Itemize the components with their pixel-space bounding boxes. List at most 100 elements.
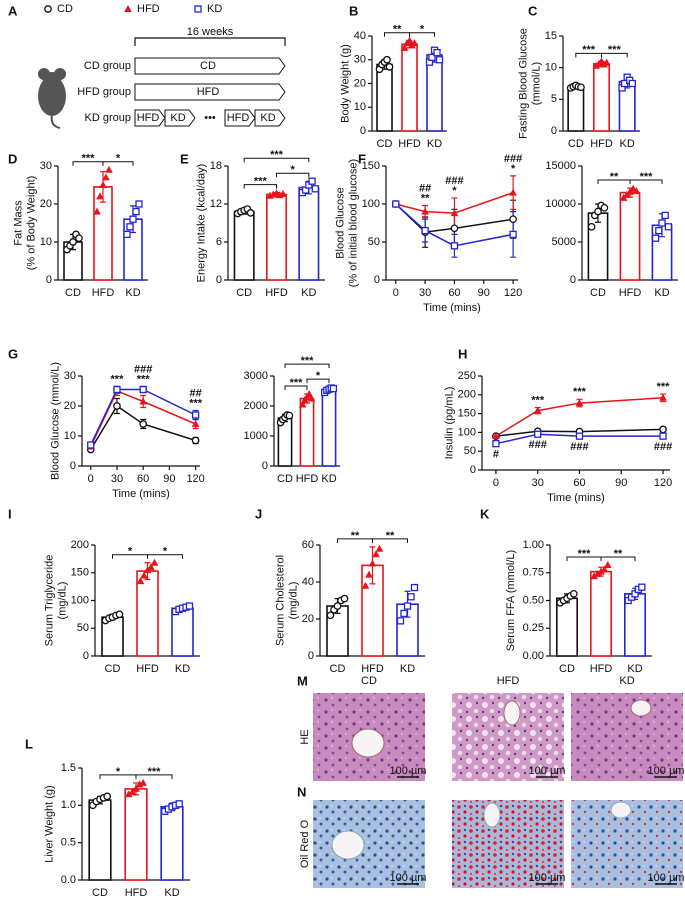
panel-letter: D bbox=[8, 151, 17, 166]
bar bbox=[160, 806, 184, 881]
arrow-box bbox=[164, 109, 196, 127]
legend-label: CD bbox=[57, 3, 73, 15]
bar bbox=[592, 63, 610, 132]
panel-letter: G bbox=[8, 346, 18, 361]
data-point bbox=[575, 432, 584, 440]
y-tick-label: 10000 bbox=[545, 198, 576, 210]
y-tick-label: 6 bbox=[216, 236, 222, 248]
arrow-box bbox=[254, 109, 286, 127]
x-tick-label: HFD bbox=[398, 138, 421, 150]
significance-bracket bbox=[629, 179, 663, 185]
data-point bbox=[298, 400, 307, 408]
x-tick-label: KD bbox=[627, 663, 642, 675]
scale-bar-label: 100 µm bbox=[529, 765, 566, 777]
y-axis-label: Serum FFA (mmol/L) bbox=[505, 550, 517, 651]
y-tick-label: 40 bbox=[302, 576, 314, 588]
x-tick-label: 90 bbox=[478, 287, 490, 299]
data-point bbox=[126, 223, 134, 231]
duration-bracket bbox=[134, 37, 286, 46]
x-tick-label: 90 bbox=[163, 473, 175, 485]
series-line bbox=[395, 191, 514, 214]
x-tick-label: CD bbox=[590, 287, 606, 299]
significance-label: ** bbox=[351, 530, 360, 542]
significance-label: *** bbox=[608, 44, 622, 56]
data-point bbox=[147, 563, 155, 571]
data-point bbox=[410, 583, 419, 592]
bar bbox=[171, 607, 194, 657]
bar bbox=[426, 54, 443, 132]
data-point bbox=[632, 187, 641, 195]
arrow-label: HFD bbox=[197, 86, 220, 98]
significance-label: *** bbox=[640, 171, 654, 183]
annotation: *** bbox=[531, 394, 545, 406]
significance-label: *** bbox=[254, 176, 268, 188]
data-point bbox=[664, 223, 673, 231]
significance-label: * bbox=[316, 370, 321, 382]
x-tick-label: CD bbox=[568, 138, 584, 150]
y-axis-label: (% of initial blood glucose) bbox=[347, 159, 359, 287]
arrow-label: HFD bbox=[137, 112, 160, 124]
data-point bbox=[403, 602, 412, 610]
data-point bbox=[93, 207, 101, 215]
data-point bbox=[75, 234, 83, 243]
data-point bbox=[150, 558, 159, 566]
data-point bbox=[450, 242, 459, 250]
significance-label: *** bbox=[270, 149, 284, 161]
x-tick-label: KD bbox=[125, 287, 140, 299]
legend-marker bbox=[124, 5, 132, 12]
arrow-label: CD bbox=[200, 60, 216, 72]
y-tick-label: 200 bbox=[458, 389, 476, 401]
y-tick-label: 1.00 bbox=[523, 539, 544, 551]
panel-letter: B bbox=[349, 3, 358, 18]
y-tick-label: 18 bbox=[210, 160, 222, 172]
significance-label: *** bbox=[301, 355, 315, 367]
data-point bbox=[140, 571, 148, 579]
y-tick-label: 100 bbox=[458, 426, 476, 438]
bar bbox=[619, 191, 641, 281]
data-point bbox=[392, 200, 400, 208]
vessel bbox=[630, 699, 652, 717]
scale-bar-label: 100 µm bbox=[648, 872, 685, 884]
y-tick-label: 0 bbox=[216, 274, 222, 286]
data-point bbox=[600, 565, 609, 573]
data-point bbox=[450, 224, 459, 233]
bar bbox=[88, 799, 112, 881]
bar bbox=[265, 193, 287, 281]
data-point bbox=[435, 56, 444, 64]
x-tick-label: KD bbox=[175, 663, 190, 675]
legend-label: HFD bbox=[137, 3, 160, 15]
data-point bbox=[113, 385, 121, 394]
y-tick-label: 0 bbox=[360, 125, 366, 137]
ellipsis: ••• bbox=[204, 112, 216, 124]
y-tick-label: 5 bbox=[551, 93, 557, 105]
panel-letter: F bbox=[358, 151, 366, 166]
data-point bbox=[132, 784, 140, 792]
panel-letter: M bbox=[297, 673, 308, 688]
x-tick-label: CD bbox=[236, 287, 252, 299]
significance-label: * bbox=[116, 766, 121, 778]
y-tick-label: 1000 bbox=[244, 430, 268, 442]
significance-label: ** bbox=[393, 24, 402, 36]
data-point bbox=[365, 570, 373, 578]
y-tick-label: 1.5 bbox=[61, 762, 76, 774]
y-tick-label: 0 bbox=[308, 650, 314, 662]
y-tick-label: 0.50 bbox=[523, 594, 544, 606]
data-point bbox=[658, 219, 666, 227]
bar bbox=[299, 397, 315, 467]
data-point bbox=[136, 577, 145, 585]
annotation: ### bbox=[134, 363, 152, 375]
scale-bar-label: 100 µm bbox=[529, 872, 566, 884]
data-point bbox=[132, 207, 140, 216]
y-tick-label: 40 bbox=[354, 30, 366, 42]
series-line bbox=[495, 428, 664, 437]
x-tick-label: HFD bbox=[125, 887, 148, 899]
data-point bbox=[655, 226, 663, 235]
vessel bbox=[351, 728, 385, 758]
scale-bar-label: 100 µm bbox=[648, 765, 685, 777]
x-tick-label: 0 bbox=[393, 287, 399, 299]
y-tick-label: 0.5 bbox=[61, 837, 76, 849]
significance-bracket bbox=[102, 161, 134, 166]
data-point bbox=[659, 432, 667, 440]
annotation: *** bbox=[111, 373, 125, 385]
